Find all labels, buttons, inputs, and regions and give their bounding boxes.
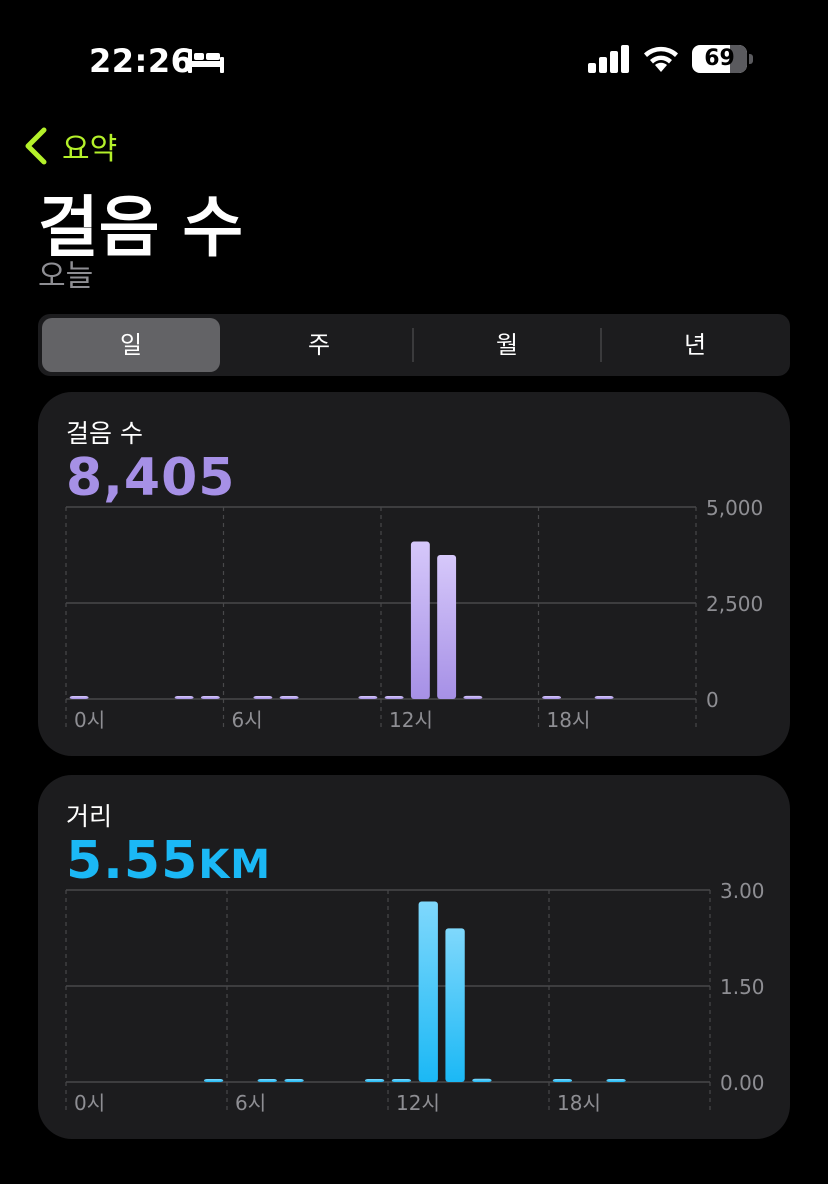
distance-bar <box>364 1079 385 1082</box>
steps-bar <box>174 696 194 699</box>
status-bar: 22:26 69 <box>0 0 828 120</box>
distance-card-label: 거리 <box>66 802 113 831</box>
distance-bar <box>552 1079 573 1082</box>
steps-chart: 5,000 2,500 0 0시 6시 12시 18시 <box>65 496 763 732</box>
distance-y-tick-label: 0.00 <box>720 1071 765 1095</box>
wifi-icon <box>644 46 678 72</box>
steps-bar <box>437 555 457 699</box>
chevron-left-icon <box>25 127 47 165</box>
distance-card[interactable]: 거리 5.55KM 3.00 1.50 0.00 0시 6시 12시 18시 <box>38 775 790 1139</box>
segment-day[interactable]: 일 <box>42 318 220 372</box>
steps-bar <box>200 696 220 699</box>
distance-x-tick-label: 0시 <box>74 1091 105 1115</box>
steps-y-tick-label: 2,500 <box>706 592 763 616</box>
battery-indicator: 69 <box>692 45 754 73</box>
steps-bar <box>542 696 562 699</box>
steps-x-tick-label: 6시 <box>232 708 263 732</box>
period-segmented-control: 일 주 월 년 <box>38 314 790 376</box>
segment-week[interactable]: 주 <box>307 331 331 359</box>
distance-x-tick-label: 12시 <box>396 1091 440 1115</box>
steps-card[interactable]: 걸음 수 8,405 5,000 2,500 0 0시 6시 12시 18시 <box>38 392 790 756</box>
steps-bar <box>463 695 483 699</box>
steps-card-value: 8,405 <box>66 448 236 508</box>
steps-bar <box>279 696 299 699</box>
battery-percent: 69 <box>704 46 735 71</box>
distance-y-tick-label: 1.50 <box>720 975 765 999</box>
steps-y-tick-label: 0 <box>706 688 719 712</box>
distance-y-tick-label: 3.00 <box>720 879 765 903</box>
segment-month[interactable]: 월 <box>495 331 519 359</box>
distance-card-value: 5.55KM <box>66 831 271 891</box>
cellular-signal-icon <box>588 45 629 73</box>
distance-bar <box>445 928 465 1082</box>
distance-bar <box>418 901 438 1082</box>
steps-bar <box>69 696 89 699</box>
distance-x-tick-label: 6시 <box>235 1091 266 1115</box>
distance-bar <box>391 1079 412 1082</box>
distance-x-tick-label: 18시 <box>557 1091 601 1115</box>
distance-value: 5.55 <box>66 831 199 891</box>
page-title: 걸음 수 <box>38 189 244 266</box>
steps-bar <box>384 696 404 699</box>
steps-card-label: 걸음 수 <box>66 419 143 448</box>
steps-x-tick-label: 0시 <box>74 708 105 732</box>
distance-bar <box>203 1079 224 1082</box>
battery-icon <box>692 45 747 73</box>
steps-bar <box>358 696 378 699</box>
bed-icon <box>188 49 224 73</box>
steps-x-tick-label: 12시 <box>389 708 433 732</box>
distance-bar <box>257 1079 277 1082</box>
segment-year[interactable]: 년 <box>683 331 707 359</box>
page-subtitle: 오늘 <box>38 259 94 294</box>
distance-chart: 3.00 1.50 0.00 0시 6시 12시 18시 <box>65 879 765 1115</box>
distance-unit: KM <box>198 842 272 888</box>
steps-x-tick-label: 18시 <box>547 708 591 732</box>
back-label: 요약 <box>62 132 118 167</box>
steps-y-tick-label: 5,000 <box>706 496 763 520</box>
distance-bar <box>606 1079 626 1082</box>
back-button[interactable]: 요약 <box>22 126 118 167</box>
steps-bar <box>253 696 273 699</box>
distance-bar <box>284 1079 304 1082</box>
status-time: 22:26 <box>89 42 194 80</box>
distance-bar <box>472 1078 492 1082</box>
steps-bar <box>410 541 430 699</box>
steps-bar <box>594 696 614 699</box>
